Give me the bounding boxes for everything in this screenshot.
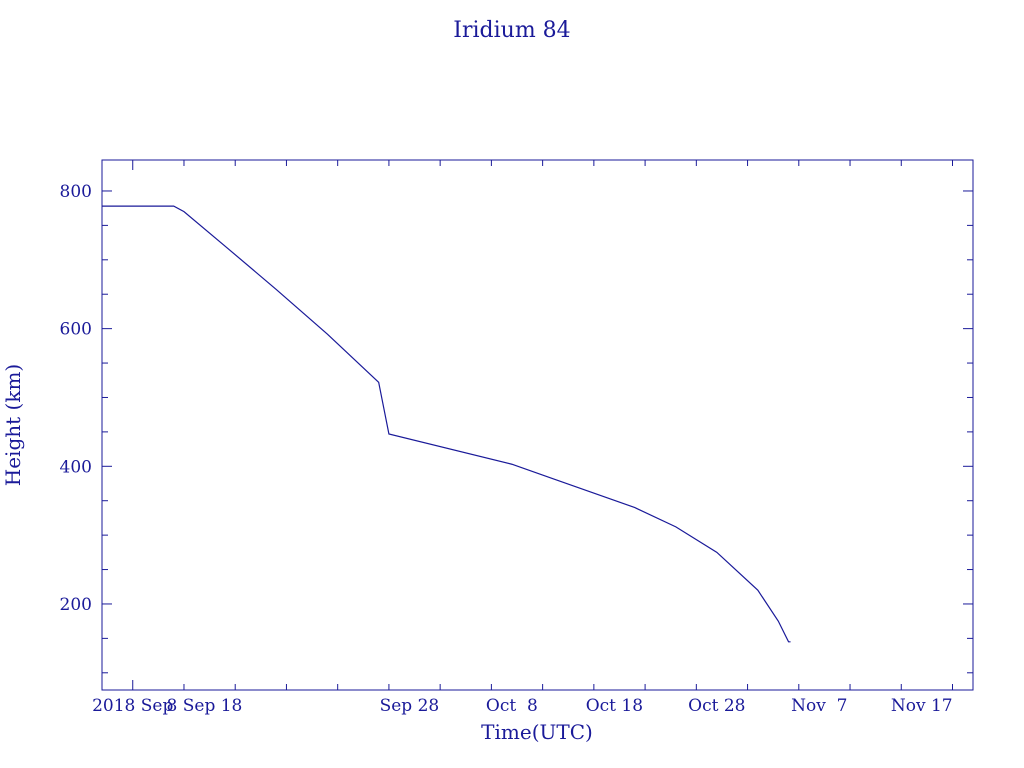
- y-axis-ticks: 200 400 600 800: [60, 182, 973, 674]
- y-tick-label: 600: [60, 320, 92, 340]
- series-line-height: [102, 205, 791, 643]
- x-tick-label: Nov 17: [891, 696, 953, 716]
- x-tick-label: Oct 8: [486, 696, 538, 716]
- x-axis-label: Time(UTC): [481, 720, 593, 744]
- x-tick-label: Nov 7: [791, 696, 847, 716]
- y-tick-label: 200: [60, 595, 92, 615]
- x-tick-label: Sep 28: [380, 696, 440, 716]
- y-tick-label: 400: [60, 457, 92, 477]
- chart-title: Iridium 84: [453, 18, 570, 43]
- plot-frame: [101, 159, 974, 691]
- x-tick-label: 2018 Sep: [92, 696, 173, 716]
- x-tick-label: Oct 28: [688, 696, 745, 716]
- y-axis-label: Height (km): [1, 364, 25, 486]
- y-tick-label: 800: [60, 182, 92, 202]
- x-tick-label: 8 Sep 18: [167, 696, 243, 716]
- x-tick-label: Oct 18: [586, 696, 643, 716]
